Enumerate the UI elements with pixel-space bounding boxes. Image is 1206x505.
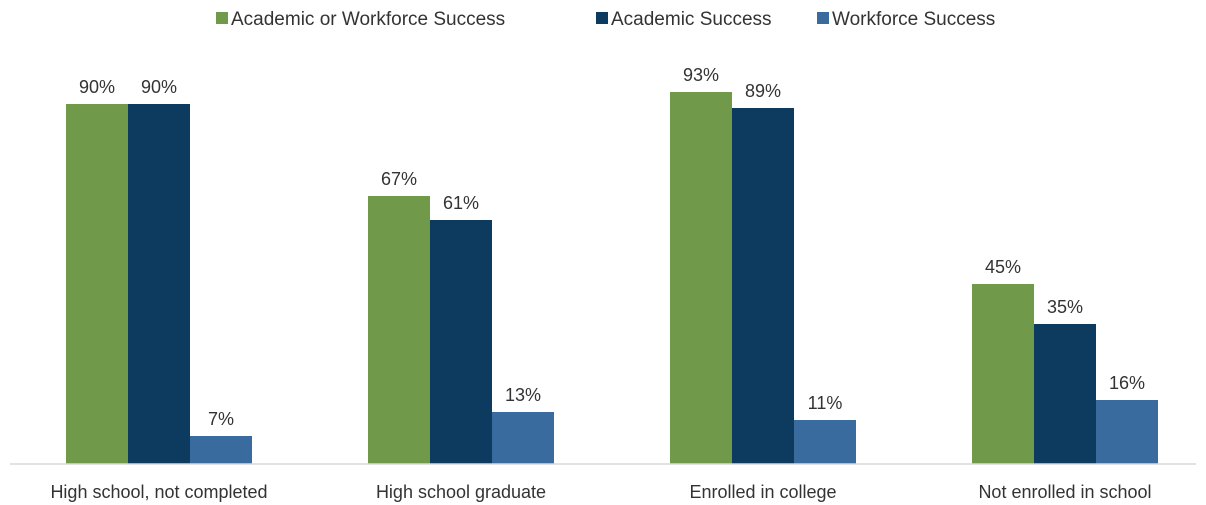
data-label-academic-success-high-school-graduate: 61%: [443, 193, 479, 213]
data-label-workforce-success-high-school-graduate: 13%: [505, 385, 541, 405]
bar-academic-or-workforce-success-high-school-not-completed: [66, 104, 128, 464]
bar-workforce-success-high-school-not-completed: [190, 436, 252, 464]
legend-swatch-workforce-success: [817, 12, 829, 24]
bar-academic-or-workforce-success-high-school-graduate: [368, 196, 430, 464]
data-label-academic-or-workforce-success-high-school-graduate: 67%: [381, 169, 417, 189]
bar-academic-success-not-enrolled-in-school: [1034, 324, 1096, 464]
bar-workforce-success-enrolled-in-college: [794, 420, 856, 464]
chart-bars: [66, 92, 1158, 464]
bar-workforce-success-not-enrolled-in-school: [1096, 400, 1158, 464]
chart-legend: Academic or Workforce Success Academic Su…: [216, 9, 995, 30]
bar-academic-success-enrolled-in-college: [732, 108, 794, 464]
data-label-workforce-success-not-enrolled-in-school: 16%: [1109, 373, 1145, 393]
legend-label-academic-success: Academic Success: [611, 9, 772, 30]
data-label-academic-or-workforce-success-high-school-not-completed: 90%: [79, 77, 115, 97]
data-label-academic-or-workforce-success-not-enrolled-in-school: 45%: [985, 257, 1021, 277]
data-label-academic-success-not-enrolled-in-school: 35%: [1047, 297, 1083, 317]
legend-swatch-academic-or-workforce-success: [216, 12, 228, 24]
data-label-academic-success-high-school-not-completed: 90%: [141, 77, 177, 97]
x-tick-label-high-school-not-completed: High school, not completed: [50, 482, 267, 502]
bar-academic-success-high-school-not-completed: [128, 104, 190, 464]
x-axis-tick-labels: High school, not completed High school gr…: [50, 482, 1151, 502]
data-labels: 90% 90% 7% 67% 61% 13% 93% 89% 11% 45% 35% 16%: [79, 65, 1145, 429]
legend-swatch-academic-success: [596, 12, 608, 24]
x-tick-label-high-school-graduate: High school graduate: [376, 482, 546, 502]
bar-academic-or-workforce-success-enrolled-in-college: [670, 92, 732, 464]
data-label-academic-success-enrolled-in-college: 89%: [745, 81, 781, 101]
bar-academic-or-workforce-success-not-enrolled-in-school: [972, 284, 1034, 464]
bar-workforce-success-high-school-graduate: [492, 412, 554, 464]
data-label-workforce-success-high-school-not-completed: 7%: [208, 409, 234, 429]
x-tick-label-enrolled-in-college: Enrolled in college: [689, 482, 836, 502]
legend-label-workforce-success: Workforce Success: [832, 9, 995, 30]
x-tick-label-not-enrolled-in-school: Not enrolled in school: [978, 482, 1151, 502]
legend-label-academic-or-workforce-success: Academic or Workforce Success: [231, 9, 505, 30]
data-label-academic-or-workforce-success-enrolled-in-college: 93%: [683, 65, 719, 85]
bar-academic-success-high-school-graduate: [430, 220, 492, 464]
data-label-workforce-success-enrolled-in-college: 11%: [808, 393, 843, 413]
